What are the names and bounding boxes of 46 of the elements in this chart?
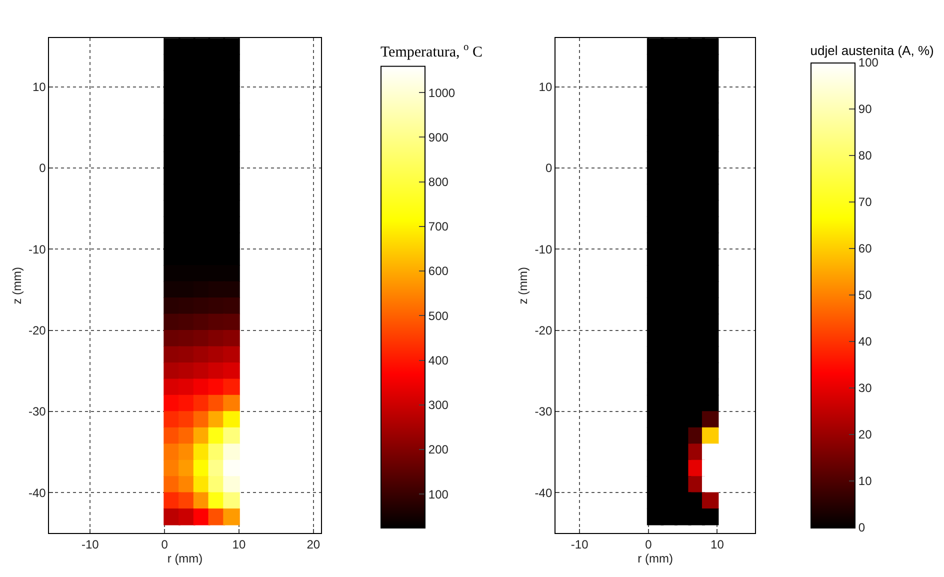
- x-tick-label: 0: [161, 538, 168, 552]
- y-axis-title: z (mm): [10, 266, 24, 304]
- color-bar-label: 30: [858, 381, 872, 396]
- color-bar-label: 100: [428, 487, 449, 502]
- x-tick-label: -10: [570, 538, 589, 552]
- y-axis-title: z (mm): [516, 266, 530, 304]
- color-bar-label: 10: [858, 474, 872, 488]
- x-axis-title: r (mm): [167, 552, 203, 566]
- color-bar-label: 1000: [428, 86, 456, 100]
- color-bar-label: 0: [858, 520, 866, 535]
- x-tick-label: 0: [645, 538, 652, 552]
- color-bar-label: 900: [428, 130, 449, 144]
- x-tick-label: -10: [81, 538, 100, 552]
- color-bar-label: 90: [858, 102, 872, 116]
- y-tick-label: 10: [538, 80, 552, 94]
- y-tick-label: -20: [28, 323, 46, 338]
- x-tick-label: 10: [710, 538, 724, 552]
- y-tick-label: -40: [534, 486, 552, 500]
- color-bar-label: 200: [428, 442, 449, 457]
- y-tick-label: -30: [534, 404, 552, 419]
- y-tick-label: -30: [28, 404, 46, 419]
- color-bar-label: 100: [858, 56, 879, 70]
- x-axis-title: r (mm): [638, 552, 673, 566]
- color-bar-label: 800: [428, 175, 449, 190]
- color-bar-label: 70: [858, 195, 872, 210]
- color-bar-title: udjel austenita (A, %): [810, 42, 934, 58]
- y-tick-label: 0: [545, 161, 552, 176]
- x-tick-label: 20: [306, 538, 320, 552]
- color-bar-title: Temperatura, $^{o}$ C: [380, 42, 483, 60]
- y-tick-label: -40: [28, 486, 46, 500]
- color-bar-label: 20: [858, 428, 872, 442]
- x-tick-label: 10: [232, 538, 246, 552]
- y-tick-label: -20: [534, 323, 552, 338]
- color-bar-label: 40: [858, 334, 872, 349]
- color-bar-label: 700: [428, 220, 449, 234]
- y-tick-label: 10: [32, 80, 46, 94]
- color-bar-label: 80: [858, 148, 872, 163]
- y-tick-label: -10: [28, 242, 46, 256]
- color-bar-label: 60: [858, 242, 872, 256]
- y-tick-label: 0: [39, 161, 46, 176]
- color-bar-label: 500: [428, 308, 449, 323]
- y-tick-label: -10: [534, 242, 552, 256]
- color-bar-label: 600: [428, 264, 449, 278]
- color-bar-label: 300: [428, 398, 449, 412]
- color-bar-label: 400: [428, 353, 449, 368]
- color-bar-label: 50: [858, 288, 872, 302]
